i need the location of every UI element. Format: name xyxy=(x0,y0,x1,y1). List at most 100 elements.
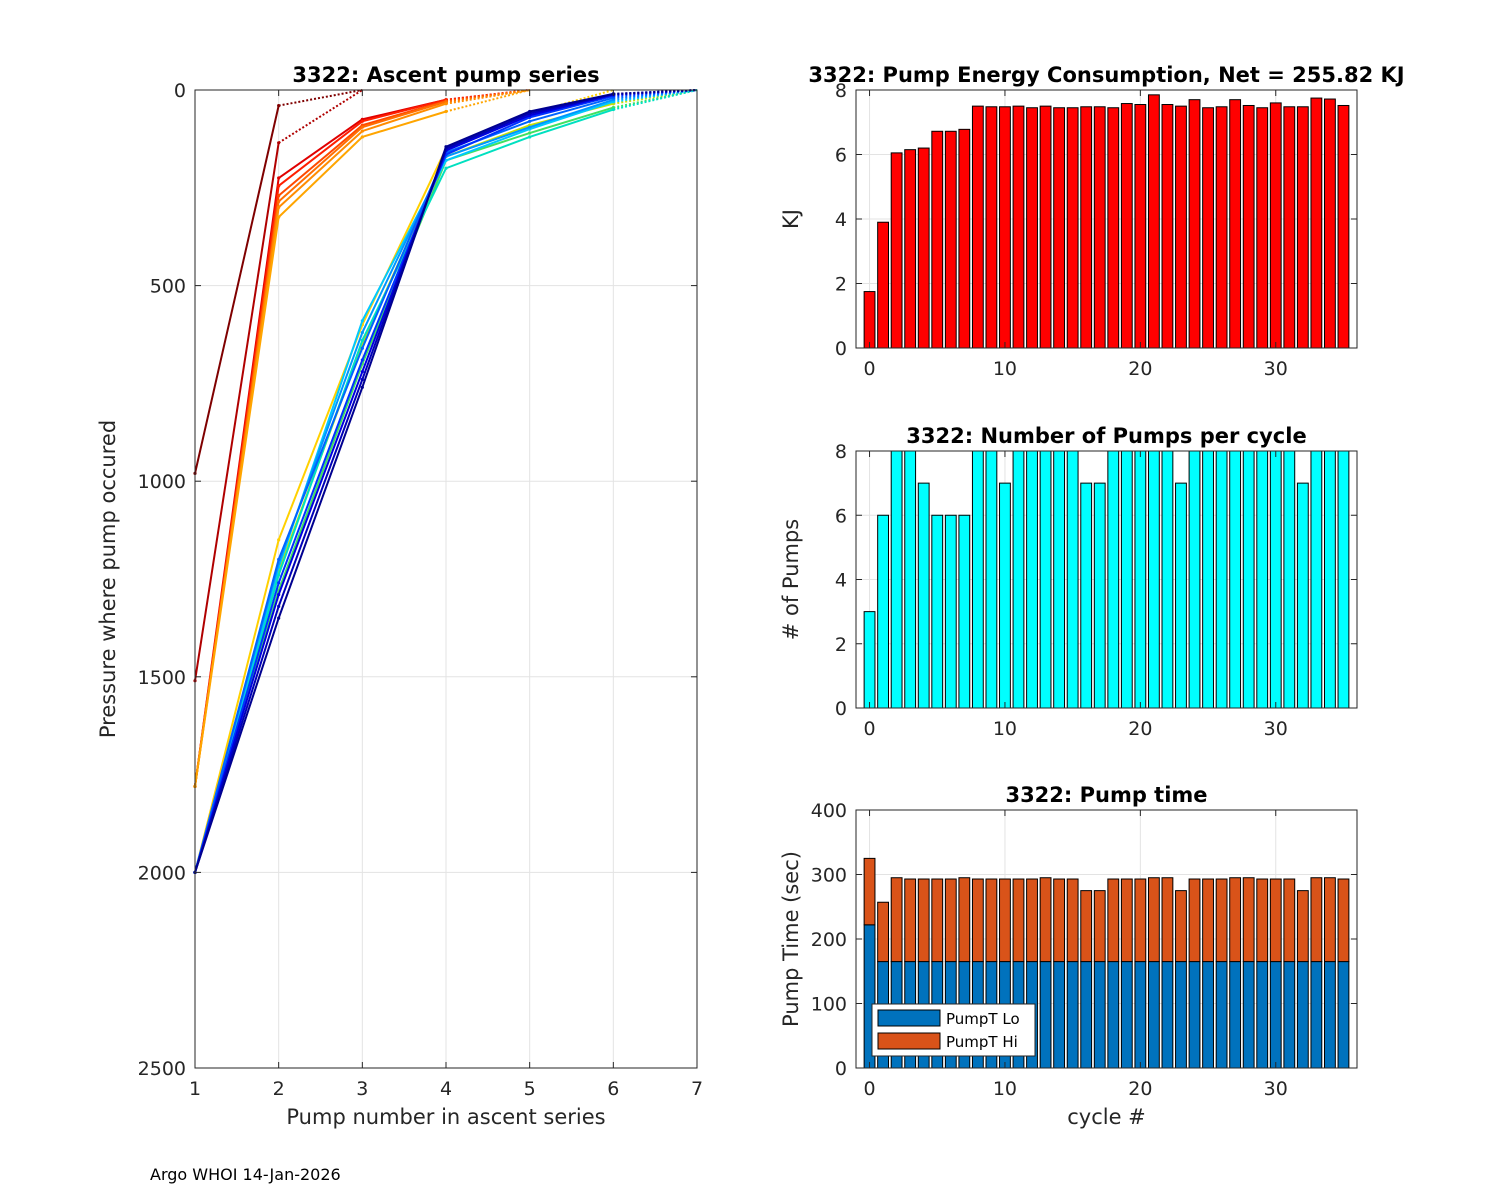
pumptime-chart-xlabel: cycle # xyxy=(1067,1105,1146,1129)
ascent-series-point xyxy=(360,330,364,335)
pumps-bar xyxy=(1283,450,1296,709)
pumptime-bar-pumpt-lo xyxy=(1296,961,1309,1069)
ascent-series-point xyxy=(277,538,281,542)
energy-bar xyxy=(1188,99,1201,349)
pumptime-bar-pumpt-hi xyxy=(1080,890,1093,963)
pumptime-bar-pumpt-hi xyxy=(1229,877,1242,963)
pumptime-ytick-label: 300 xyxy=(811,865,847,887)
pumptime-ytick-label: 400 xyxy=(811,800,847,822)
pumps-bar xyxy=(904,450,917,709)
energy-bar xyxy=(904,149,917,349)
pumptime-legend: PumpT Lo PumpT Hi xyxy=(871,1003,1036,1057)
energy-bar xyxy=(1269,102,1282,349)
ascent-ytick-label: 2000 xyxy=(138,862,186,884)
ascent-series-point xyxy=(528,131,532,135)
pumptime-bar-pumpt-lo xyxy=(1242,961,1255,1069)
pumptime-bar-pumpt-hi xyxy=(1269,878,1282,963)
energy-bar xyxy=(1175,105,1187,349)
pumps-bar xyxy=(1324,450,1336,709)
ascent-ytick-label: 0 xyxy=(174,80,186,102)
pumptime-bar-pumpt-lo xyxy=(1310,961,1323,1069)
pumps-bar xyxy=(1202,450,1214,709)
pumptime-bar-pumpt-hi xyxy=(1161,877,1174,963)
pumps-bar xyxy=(863,611,876,709)
ascent-series-point xyxy=(277,573,281,577)
energy-bar xyxy=(1242,104,1255,349)
pumps-bar xyxy=(1026,450,1038,709)
energy-bar xyxy=(1324,98,1336,349)
pumptime-bar-pumpt-hi xyxy=(1215,878,1228,963)
ascent-xtick-label: 5 xyxy=(524,1078,536,1100)
pumptime-bar-pumpt-hi xyxy=(863,857,876,926)
pumps-bar xyxy=(1242,450,1255,709)
pumptime-bar-pumpt-hi xyxy=(1026,878,1038,963)
pumptime-bar-pumpt-lo xyxy=(1147,961,1160,1069)
pumptime-xtick-label: 10 xyxy=(993,1078,1017,1100)
pumptime-bar-pumpt-hi xyxy=(917,878,930,963)
pumptime-bar-pumpt-lo xyxy=(1229,961,1242,1069)
pumptime-bar-pumpt-hi xyxy=(1012,878,1025,963)
ascent-series-point xyxy=(277,215,281,219)
pumptime-ytick-label: 200 xyxy=(811,929,847,951)
ascent-chart: 1 2 3 4 5 6 7 0 500 1000 1500 2000 2500 3322: Ascent… xyxy=(96,63,703,1129)
ascent-series-point xyxy=(360,125,364,129)
ascent-series-point xyxy=(528,125,532,129)
pumptime-bar-pumpt-lo xyxy=(1120,961,1133,1069)
ascent-series-line xyxy=(194,108,614,873)
pumps-bar xyxy=(1012,450,1025,709)
pumps-chart-title: 3322: Number of Pumps per cycle xyxy=(906,424,1306,448)
ascent-series-point xyxy=(444,109,448,114)
pumptime-bar-pumpt-hi xyxy=(1202,878,1214,963)
pumptime-bar-pumpt-hi xyxy=(1324,877,1336,963)
pumps-bar xyxy=(1080,482,1093,709)
energy-bar xyxy=(958,128,971,349)
pumptime-bar-pumpt-hi xyxy=(1296,890,1309,963)
ascent-series-line xyxy=(194,105,280,474)
pumptime-bar-pumpt-hi xyxy=(1310,877,1323,963)
ascent-series-line xyxy=(194,92,614,873)
pumps-xtick-label: 30 xyxy=(1264,718,1288,740)
energy-bar xyxy=(999,106,1011,349)
pumptime-xtick-label: 0 xyxy=(863,1078,875,1100)
ascent-chart-title: 3322: Ascent pump series xyxy=(292,63,599,87)
ascent-series-point xyxy=(528,109,532,114)
pumptime-bar-pumpt-hi xyxy=(904,878,917,963)
pumptime-bar-pumpt-lo xyxy=(1161,961,1174,1069)
energy-chart-title: 3322: Pump Energy Consumption, Net = 255… xyxy=(808,63,1404,87)
ascent-series-point xyxy=(360,338,364,342)
ascent-series-point xyxy=(277,141,281,145)
pumptime-bar-pumpt-lo xyxy=(1188,961,1201,1069)
pumptime-bar-pumpt-lo xyxy=(1324,961,1336,1069)
ascent-xtick-label: 6 xyxy=(607,1078,619,1100)
legend-swatch xyxy=(877,1032,941,1050)
pumps-bar xyxy=(1296,482,1309,709)
pumps-bar xyxy=(971,450,984,709)
ascent-series-point xyxy=(528,135,532,139)
ascent-xtick-label: 4 xyxy=(440,1078,452,1100)
pumps-bar xyxy=(1188,450,1201,709)
pumps-bar xyxy=(1337,450,1350,709)
energy-ytick-label: 8 xyxy=(835,80,847,102)
energy-bar xyxy=(1229,99,1242,349)
legend-label: PumpT Hi xyxy=(946,1033,1018,1051)
energy-xtick-label: 10 xyxy=(993,358,1017,380)
pumps-chart-ylabel: # of Pumps xyxy=(779,519,803,641)
energy-bar xyxy=(985,106,998,349)
pumps-bar xyxy=(985,450,998,709)
ascent-ytick-label: 2500 xyxy=(138,1058,186,1080)
pumptime-bar-pumpt-lo xyxy=(1093,961,1106,1069)
pumptime-bar-pumpt-lo xyxy=(1039,961,1052,1069)
pumps-bar xyxy=(1093,482,1106,709)
pumptime-bar-pumpt-hi xyxy=(877,901,889,963)
pumptime-bar-pumpt-lo xyxy=(1107,961,1120,1069)
pumptime-bar-pumpt-lo xyxy=(1215,961,1228,1069)
ascent-series-point xyxy=(360,129,364,133)
pumptime-bar-pumpt-hi xyxy=(1188,878,1201,963)
pumptime-ytick-label: 100 xyxy=(811,994,847,1016)
ascent-chart-xlabel: Pump number in ascent series xyxy=(286,1105,605,1129)
ascent-series-point xyxy=(277,199,281,204)
energy-bar xyxy=(1337,104,1350,349)
energy-bar xyxy=(917,147,930,349)
pumps-ytick-label: 0 xyxy=(835,698,847,720)
ascent-series-point xyxy=(277,184,281,188)
